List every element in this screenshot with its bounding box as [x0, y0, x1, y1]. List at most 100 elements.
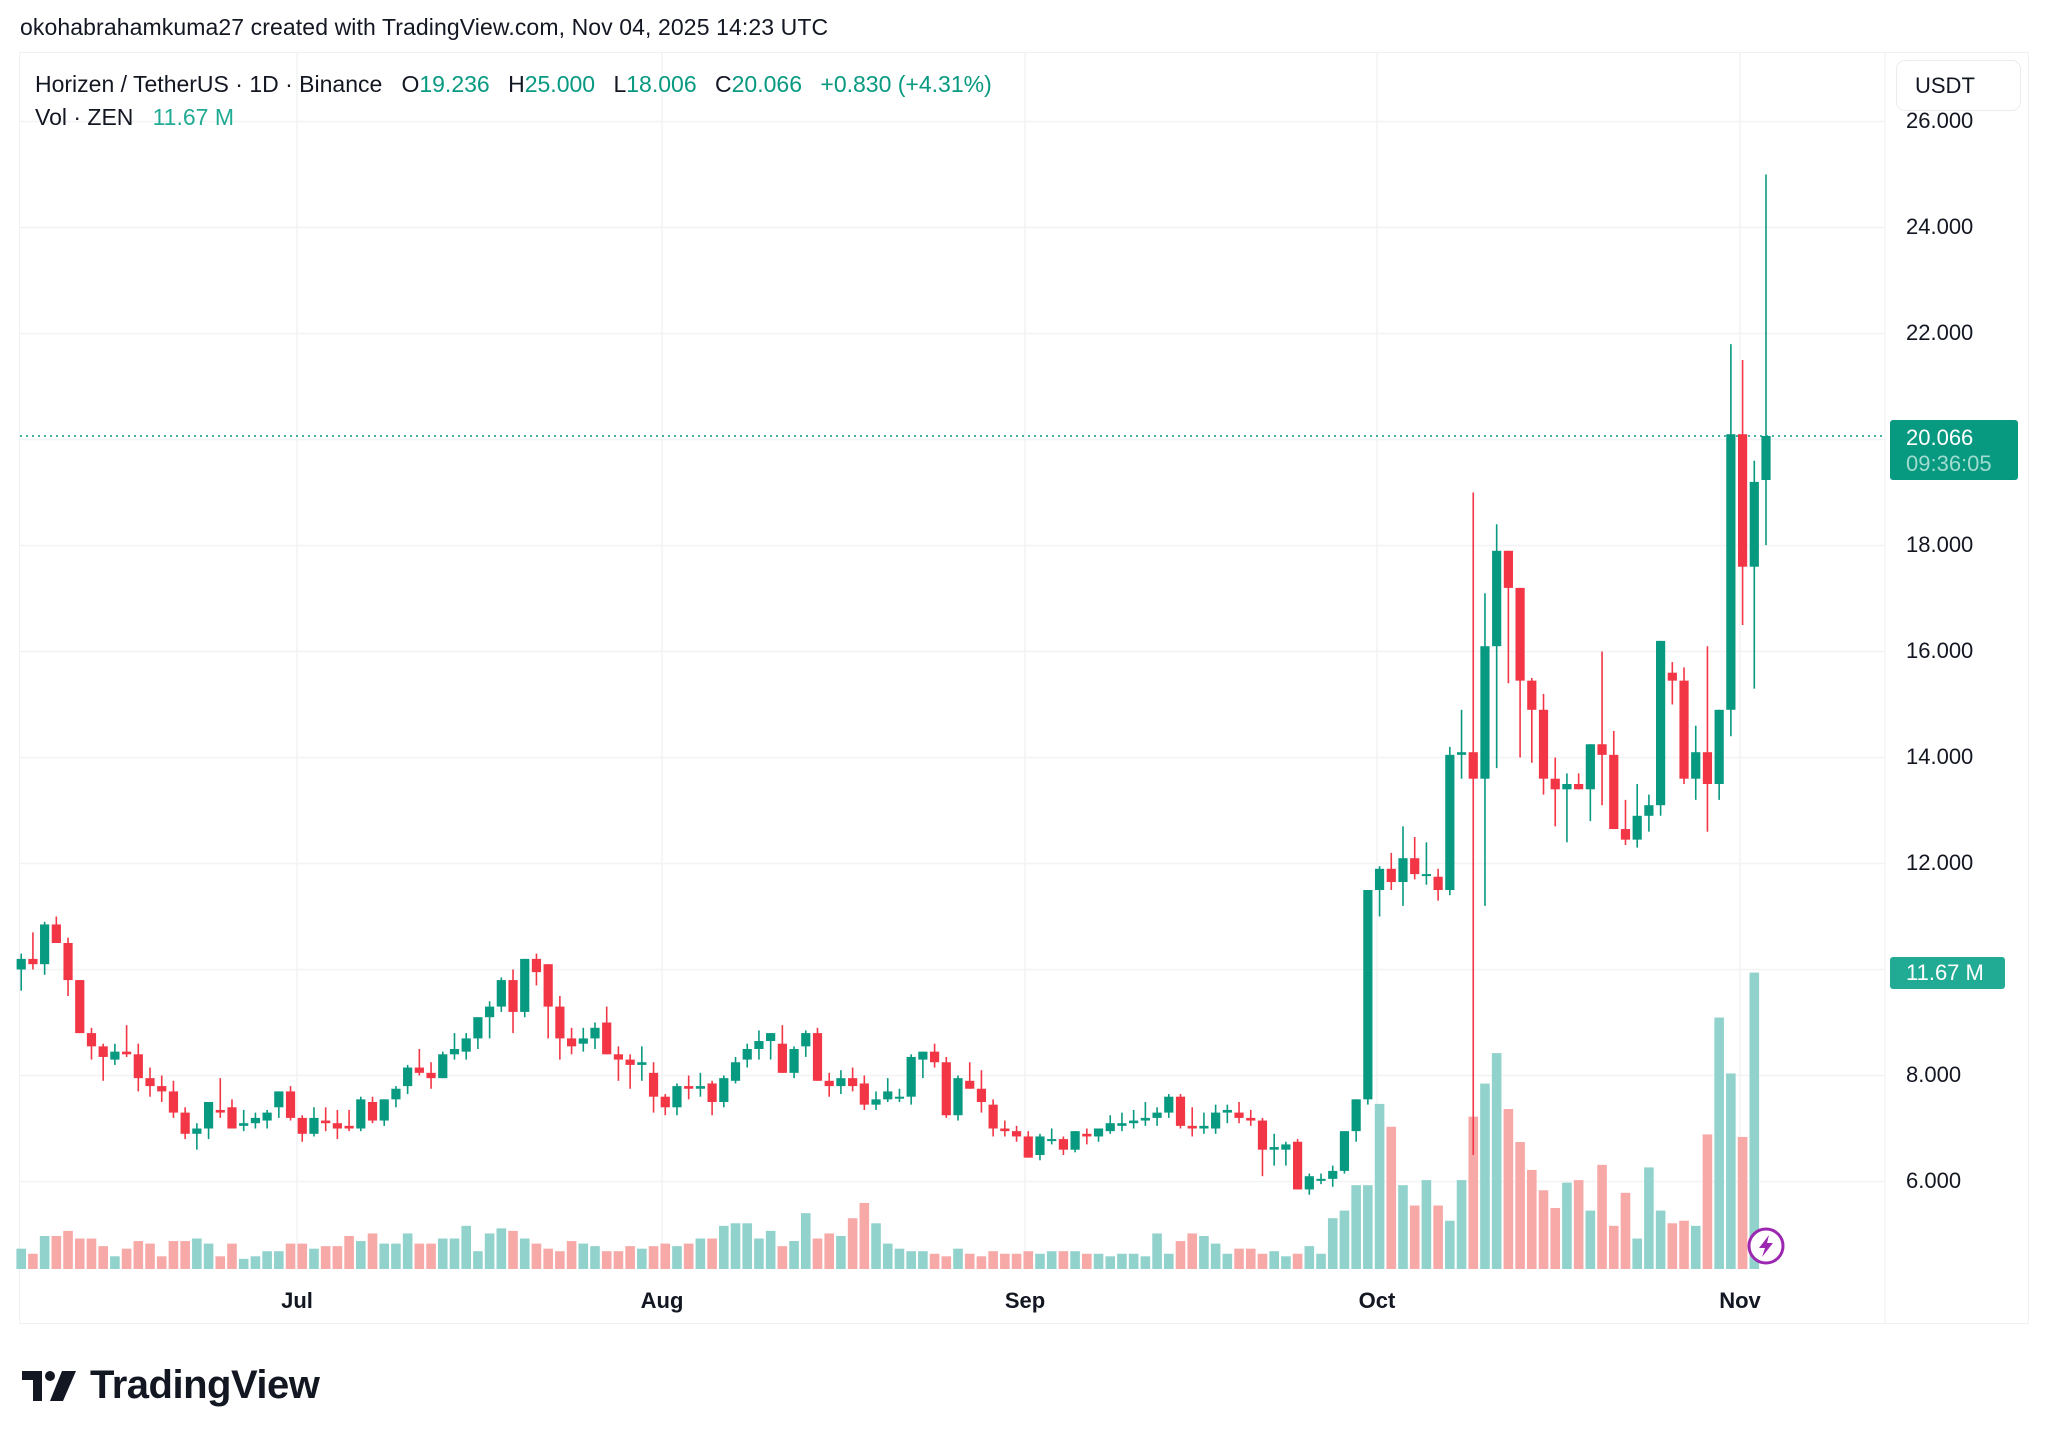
volume-bar — [1445, 1220, 1455, 1269]
volume-bar — [238, 1258, 249, 1269]
volume-bar — [1117, 1253, 1127, 1269]
volume-bar — [192, 1238, 202, 1269]
volume-bar — [402, 1233, 413, 1269]
volume-bar — [1374, 1103, 1385, 1269]
tradingview-logo-text: TradingView — [90, 1363, 320, 1407]
volume-tag: 11.67 M — [1890, 957, 2005, 989]
volume-bar — [496, 1228, 507, 1269]
candle — [1527, 680, 1537, 710]
candle — [531, 958, 542, 973]
candle — [239, 1123, 249, 1126]
candle — [262, 1112, 272, 1121]
candle — [449, 1048, 460, 1055]
volume-bar — [1527, 1169, 1537, 1269]
price-tick-label: 6.000 — [1906, 1168, 1962, 1194]
volume-bar — [1726, 1073, 1736, 1269]
price-tick-label: 14.000 — [1906, 744, 1974, 770]
time-tick-label: Jul — [281, 1288, 313, 1313]
volume-bar — [1316, 1253, 1326, 1269]
candle — [590, 1027, 600, 1039]
volume-bar — [625, 1246, 635, 1269]
candle — [578, 1038, 588, 1044]
volume-bar — [1421, 1180, 1432, 1269]
candle — [1620, 829, 1631, 840]
chart-frame — [19, 52, 2029, 1324]
close-value: 20.066 — [731, 71, 802, 97]
candle — [648, 1072, 659, 1097]
candle — [988, 1104, 998, 1129]
candle — [625, 1059, 635, 1065]
volume-bar — [1199, 1235, 1209, 1269]
candle — [1550, 778, 1560, 790]
volume-bar — [590, 1246, 600, 1269]
volume-bar — [1046, 1251, 1057, 1269]
volume-bar — [98, 1246, 108, 1269]
volume-bar — [1163, 1253, 1174, 1269]
volume-bar — [1503, 1108, 1514, 1269]
volume-bar — [1398, 1185, 1408, 1269]
tradingview-logo[interactable]: TradingView — [22, 1363, 320, 1408]
volume-bar — [1480, 1083, 1490, 1269]
candle — [1339, 1131, 1350, 1171]
candle — [660, 1096, 670, 1108]
candle — [1492, 550, 1502, 647]
volume-bar — [1234, 1248, 1244, 1269]
volume-bar — [812, 1238, 823, 1269]
candle — [168, 1091, 179, 1113]
volume-bar — [1690, 1225, 1701, 1269]
volume-bar — [344, 1235, 354, 1269]
candle — [321, 1120, 331, 1124]
chart-credit: okohabrahamkuma27 created with TradingVi… — [20, 14, 829, 40]
candle — [1737, 434, 1748, 567]
volume-bar — [1140, 1256, 1151, 1269]
candle — [145, 1078, 155, 1087]
volume-bar — [1409, 1205, 1420, 1269]
volume-bar — [871, 1223, 881, 1269]
candle — [941, 1062, 951, 1116]
candle — [1656, 640, 1666, 806]
volume-bar — [1035, 1253, 1045, 1269]
symbol-title[interactable]: Horizen / TetherUS · 1D · Binance — [35, 71, 383, 97]
lightning-event-icon[interactable] — [1746, 1226, 1786, 1266]
candle — [1749, 481, 1759, 567]
volume-bar — [1327, 1218, 1338, 1269]
candle — [1761, 436, 1771, 480]
volume-bar — [531, 1243, 542, 1269]
volume-bar — [1655, 1210, 1666, 1269]
candle — [1632, 815, 1642, 840]
last-price-tag: 20.066 09:36:05 — [1890, 420, 2018, 480]
volume-bar — [86, 1238, 97, 1269]
bar-countdown: 09:36:05 — [1906, 451, 1992, 476]
candle — [637, 1062, 647, 1065]
low-value: 18.006 — [626, 71, 697, 97]
volume-bar — [110, 1256, 120, 1269]
volume-bar — [555, 1251, 565, 1269]
candle — [894, 1096, 905, 1099]
change-value: +0.830 (+4.31%) — [820, 71, 992, 97]
volume-bar — [1187, 1233, 1198, 1269]
volume-label[interactable]: Vol · ZEN — [35, 104, 134, 130]
volume-bar — [742, 1223, 753, 1269]
candle — [1351, 1099, 1361, 1132]
volume-bar — [1456, 1180, 1467, 1269]
volume-bar — [379, 1243, 390, 1269]
currency-button[interactable]: USDT — [1896, 60, 2021, 111]
volume-bar — [988, 1251, 998, 1269]
candle — [1714, 709, 1724, 784]
volume-bar — [1620, 1192, 1631, 1269]
price-tick-label: 24.000 — [1906, 214, 1974, 240]
volume-bar — [964, 1253, 975, 1269]
volume-bar — [332, 1246, 343, 1269]
candle — [859, 1083, 869, 1105]
volume-bar — [1058, 1251, 1069, 1269]
candle — [555, 1006, 565, 1039]
volume-bar — [1070, 1251, 1080, 1269]
candle — [695, 1086, 705, 1089]
candle — [438, 1054, 448, 1079]
volume-bar — [168, 1241, 179, 1269]
volume-bar — [145, 1243, 155, 1269]
volume-bar — [777, 1246, 788, 1269]
candle — [777, 1043, 787, 1073]
volume-bar — [754, 1238, 764, 1269]
